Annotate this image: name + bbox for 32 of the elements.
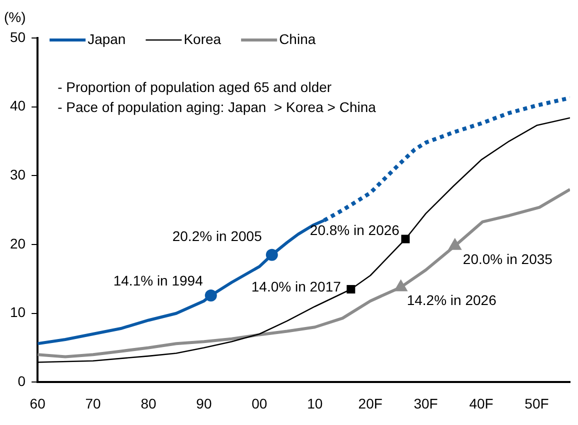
y-tick-label: 30	[10, 166, 26, 183]
point	[266, 248, 278, 261]
x-tick-label: 10	[307, 395, 323, 412]
x-tick-label: 50F	[524, 395, 549, 412]
annotation: 14.0% in 2017	[251, 278, 342, 294]
annotation: - Pace of population aging: Japan > Korea > China	[58, 99, 376, 115]
annotation: 20.8% in 2026	[310, 222, 400, 238]
legend-label: Japan	[88, 30, 126, 47]
y-tick-label: 20	[10, 235, 26, 252]
y-axis-title: (%)	[4, 9, 26, 25]
y-tick-label: 10	[10, 304, 26, 320]
point	[401, 234, 410, 244]
point	[204, 289, 217, 302]
x-tick-label: 40F	[469, 395, 494, 412]
point	[346, 285, 356, 294]
y-tick-label: 40	[10, 98, 26, 114]
y-tick-label: 50	[10, 28, 26, 45]
annotation: 14.1% in 1994	[113, 272, 204, 288]
y-tick-label: 0	[18, 373, 26, 390]
annotation: 20.0% in 2035	[462, 250, 553, 267]
legend-label: China	[279, 30, 316, 47]
annotation: 20.2% in 2005	[172, 228, 262, 244]
annotation: - Proportion of population aged 65 and older	[58, 79, 332, 95]
x-tick-label: 70	[85, 395, 102, 412]
x-tick-label: 90	[196, 395, 212, 412]
x-tick-label: 80	[140, 395, 156, 412]
x-tick-label: 60	[30, 395, 46, 412]
x-tick-label: 00	[252, 395, 268, 412]
annotation: 14.2% in 2026	[406, 292, 497, 308]
x-tick-label: 20F	[358, 395, 382, 412]
x-tick-label: 30F	[414, 395, 438, 412]
legend-label: Korea	[184, 30, 222, 47]
